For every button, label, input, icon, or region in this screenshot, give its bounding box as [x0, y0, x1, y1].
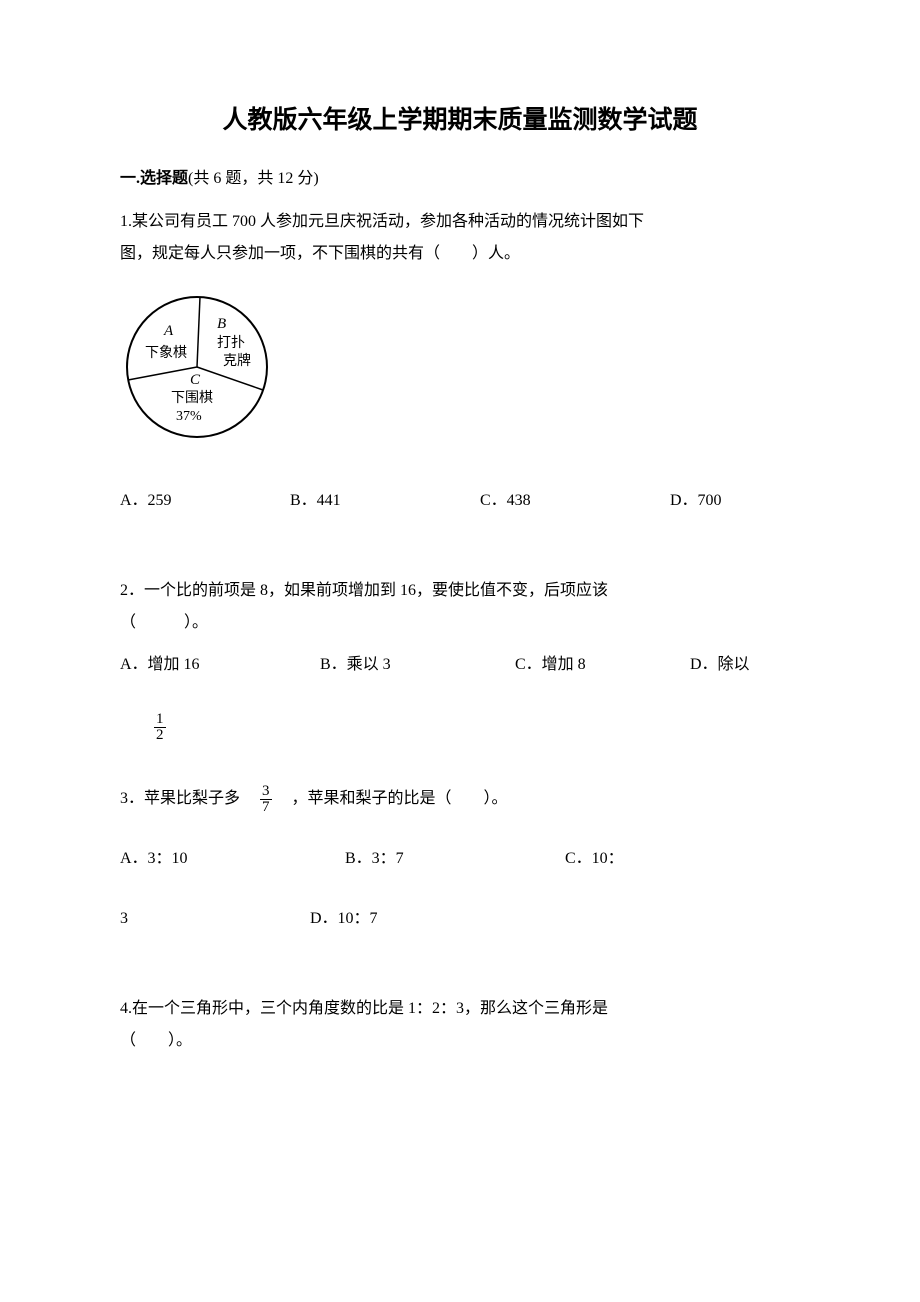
q1-line1: 1.某公司有员工 700 人参加元旦庆祝活动，参加各种活动的情况统计图如下 [120, 206, 800, 238]
q3-option-d: D．10：7 [310, 903, 378, 935]
q3-option-b: B．3：7 [345, 843, 565, 875]
q2-text: 2．一个比的前项是 8，如果前项增加到 16，要使比值不变，后项应该 （ ）。 [120, 575, 800, 639]
pie-svg: A 下象棋 B 打扑 克牌 C 下围棋 37% [120, 290, 275, 445]
q1-pie-chart: A 下象棋 B 打扑 克牌 C 下围棋 37% [120, 290, 800, 457]
pie-label-a-letter: A [163, 323, 174, 339]
q2-frac-num: 1 [154, 712, 166, 728]
q2-line1: 2．一个比的前项是 8，如果前项增加到 16，要使比值不变，后项应该 [120, 575, 800, 607]
q3-frac-den: 7 [260, 800, 272, 815]
pie-label-a-text: 下象棋 [145, 345, 187, 361]
q1-options: A．259 B．441 C．438 D．700 [120, 485, 800, 517]
spacer [120, 953, 800, 993]
section-label-bold: 一.选择题 [120, 170, 188, 187]
q2-option-c: C．增加 8 [515, 649, 690, 681]
q2-option-b: B．乘以 3 [320, 649, 515, 681]
pie-label-c-text: 下围棋 [171, 390, 213, 406]
pie-label-b-letter: B [217, 316, 226, 332]
q3-suffix: ，苹果和梨子的比是（ ）。 [276, 783, 508, 815]
q3-option-c-cont: 3 [120, 903, 310, 935]
q4-line2: （ ）。 [120, 1025, 800, 1057]
question-1: 1.某公司有员工 700 人参加元旦庆祝活动，参加各种活动的情况统计图如下 图，… [120, 206, 800, 517]
q1-text: 1.某公司有员工 700 人参加元旦庆祝活动，参加各种活动的情况统计图如下 图，… [120, 206, 800, 270]
pie-label-c-pct: 37% [176, 409, 202, 424]
q1-option-d: D．700 [670, 485, 790, 517]
section-label-rest: (共 6 题，共 12 分) [188, 170, 319, 187]
spacer [120, 535, 800, 575]
q2-options: A．增加 16 B．乘以 3 C．增加 8 D．除以 [120, 649, 800, 681]
q3-options-row1: A．3：10 B．3：7 C．10： [120, 843, 800, 875]
section-header: 一.选择题(共 6 题，共 12 分) [120, 164, 800, 188]
q1-option-b: B．441 [290, 485, 480, 517]
q1-line2: 图，规定每人只参加一项，不下围棋的共有（ ）人。 [120, 238, 800, 270]
pie-label-b-text2: 克牌 [223, 352, 251, 369]
q2-option-d: D．除以 [690, 649, 790, 681]
q2-option-a: A．增加 16 [120, 649, 320, 681]
exam-page: 人教版六年级上学期期末质量监测数学试题 一.选择题(共 6 题，共 12 分) … [0, 0, 920, 1302]
q2-fraction: 1 2 [150, 711, 800, 743]
question-2: 2．一个比的前项是 8，如果前项增加到 16，要使比值不变，后项应该 （ ）。 … [120, 575, 800, 743]
q3-fraction: 3 7 [260, 784, 272, 815]
q3-options-row2: 3 D．10：7 [120, 903, 800, 935]
q3-option-a: A．3：10 [120, 843, 345, 875]
q3-text: 3．苹果比梨子多 3 7 ，苹果和梨子的比是（ ）。 [120, 783, 800, 815]
q3-prefix: 3．苹果比梨子多 [120, 783, 256, 815]
question-4: 4.在一个三角形中，三个内角度数的比是 1：2：3，那么这个三角形是 （ ）。 [120, 993, 800, 1057]
q2-frac-den: 2 [154, 728, 166, 743]
question-3: 3．苹果比梨子多 3 7 ，苹果和梨子的比是（ ）。 A．3：10 B．3：7 … [120, 783, 800, 935]
page-title: 人教版六年级上学期期末质量监测数学试题 [120, 100, 800, 136]
q3-option-c: C．10： [565, 843, 685, 875]
q1-option-c: C．438 [480, 485, 670, 517]
q2-line2: （ ）。 [120, 607, 800, 639]
q1-option-a: A．259 [120, 485, 290, 517]
spacer [120, 815, 800, 843]
pie-label-b-text1: 打扑 [217, 334, 245, 351]
q4-line1: 4.在一个三角形中，三个内角度数的比是 1：2：3，那么这个三角形是 [120, 993, 800, 1025]
q3-frac-num: 3 [260, 784, 272, 800]
pie-label-c-letter: C [190, 372, 201, 388]
